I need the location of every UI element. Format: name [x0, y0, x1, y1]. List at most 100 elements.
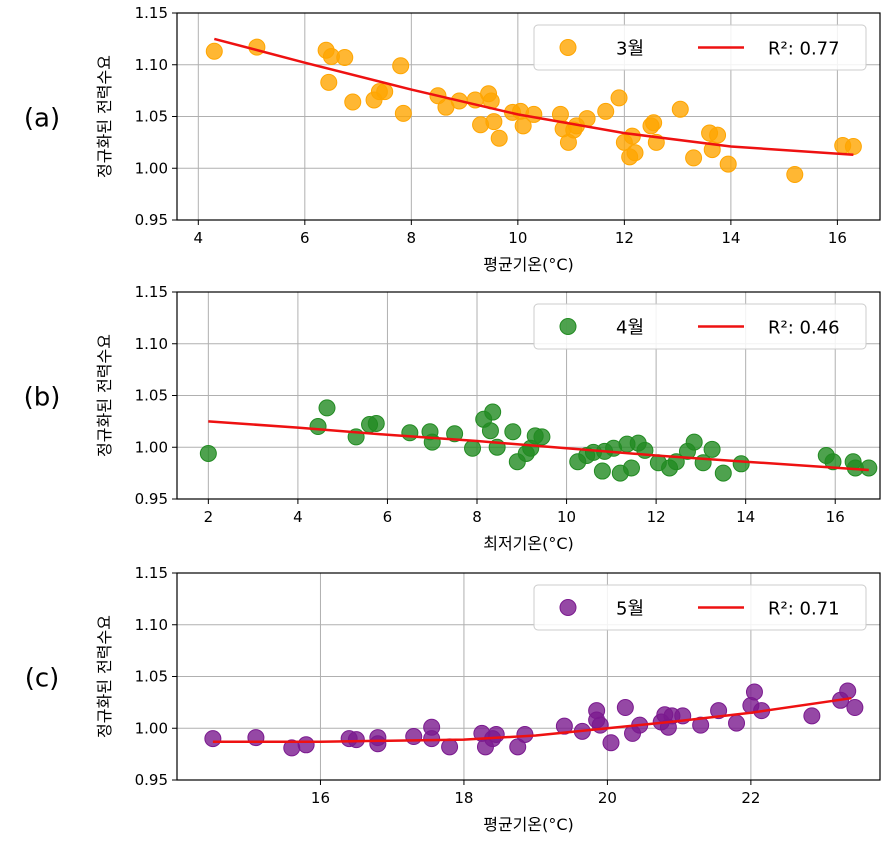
panel-b: 2 4 6 8 10 12 14 16 0.95 1.00 1.05 1.10 1.15 최저기온(°C)… — [24, 283, 881, 553]
fit-line — [213, 37, 854, 157]
data-point — [309, 418, 327, 436]
data-point — [369, 729, 387, 747]
x-tick-label: 20 — [598, 789, 617, 807]
legend-fit-label: R²: 0.71 — [768, 599, 840, 620]
panel-c: 16 18 20 22 0.95 1.00 1.05 1.10 1.15 평균기온(°C) 정규화된… — [25, 564, 881, 834]
data-point — [616, 699, 634, 717]
data-point — [344, 93, 362, 111]
legend-marker — [559, 318, 577, 335]
data-point — [728, 714, 746, 732]
data-point — [367, 414, 385, 432]
y-axis-label: 정규화된 전력수요 — [95, 615, 114, 738]
x-tick-label: 12 — [615, 229, 634, 247]
data-point — [703, 440, 721, 458]
legend-fit-label: R²: 0.46 — [768, 318, 840, 339]
data-point — [623, 127, 641, 145]
data-point — [320, 73, 338, 91]
data-point — [846, 699, 864, 717]
data-point — [405, 728, 423, 746]
x-tick-label: 12 — [647, 508, 666, 526]
data-point — [392, 57, 410, 75]
x-tick-label: 14 — [721, 229, 740, 247]
y-tick-label: 1.05 — [135, 108, 168, 126]
data-point — [441, 738, 459, 756]
legend: 4월 R²: 0.46 — [533, 303, 867, 350]
data-point — [597, 102, 615, 120]
data-point — [578, 110, 596, 128]
data-point — [626, 144, 644, 162]
data-point — [710, 702, 728, 720]
data-point — [593, 462, 611, 480]
data-point — [844, 138, 862, 156]
x-axis-label: 평균기온(°C) — [483, 255, 574, 274]
data-point — [588, 702, 606, 720]
data-point — [446, 425, 464, 443]
data-point — [786, 165, 804, 183]
x-tick-label: 2 — [204, 508, 214, 526]
data-point — [376, 83, 394, 101]
scatter-series — [199, 399, 878, 482]
data-point — [685, 149, 703, 167]
data-point — [481, 422, 499, 440]
y-axis-label: 정규화된 전력수요 — [95, 55, 114, 178]
x-tick-label: 16 — [311, 789, 330, 807]
scatter-series — [205, 38, 862, 183]
x-tick-label: 22 — [741, 789, 760, 807]
x-tick-label: 8 — [472, 508, 482, 526]
legend-series-label: 4월 — [616, 318, 644, 339]
data-point — [247, 729, 265, 747]
data-point — [199, 444, 217, 462]
data-point — [318, 399, 336, 417]
data-point — [824, 453, 842, 471]
y-tick-label: 1.15 — [135, 4, 168, 22]
data-point — [490, 129, 508, 147]
data-point — [671, 100, 689, 118]
data-point — [504, 423, 522, 441]
data-point — [487, 725, 505, 743]
x-tick-label: 4 — [293, 508, 303, 526]
fit-line — [208, 420, 869, 472]
y-tick-label: 1.05 — [135, 387, 168, 405]
y-tick-label: 0.95 — [135, 211, 168, 229]
y-tick-label: 1.00 — [135, 159, 168, 177]
data-point — [745, 683, 763, 701]
legend: 3월 R²: 0.77 — [533, 24, 867, 71]
panel-a: 4 6 8 10 12 14 16 0.95 1.00 1.05 1.10 1.15 평균기온(°C) 정… — [24, 4, 881, 274]
panel-label: (b) — [24, 383, 61, 413]
data-point — [860, 459, 878, 477]
data-point — [464, 439, 482, 457]
legend-series-label: 5월 — [616, 599, 644, 620]
data-point — [533, 428, 551, 446]
x-tick-label: 18 — [454, 789, 473, 807]
y-tick-label: 1.15 — [135, 283, 168, 301]
data-point — [514, 117, 532, 135]
data-point — [622, 459, 640, 477]
y-tick-label: 1.00 — [135, 438, 168, 456]
data-point — [394, 104, 412, 122]
panel-label: (c) — [25, 664, 60, 694]
data-point — [525, 105, 543, 123]
legend: 5월 R²: 0.71 — [533, 584, 867, 631]
y-axis-label: 정규화된 전력수요 — [95, 334, 114, 457]
x-tick-label: 16 — [828, 229, 847, 247]
legend-series-label: 3월 — [616, 39, 644, 60]
data-point — [602, 734, 620, 752]
x-axis-label: 최저기온(°C) — [483, 534, 574, 553]
data-point — [423, 718, 441, 736]
x-tick-label: 6 — [383, 508, 393, 526]
y-tick-label: 1.00 — [135, 719, 168, 737]
x-tick-label: 6 — [300, 229, 310, 247]
data-point — [645, 114, 663, 132]
panel-label: (a) — [24, 104, 60, 134]
data-point — [839, 682, 857, 700]
x-tick-label: 16 — [826, 508, 845, 526]
data-point — [336, 49, 354, 67]
data-point — [610, 89, 628, 107]
data-point — [803, 707, 821, 725]
data-point — [685, 433, 703, 451]
data-point — [204, 730, 222, 748]
data-point — [485, 113, 503, 131]
y-tick-label: 1.05 — [135, 668, 168, 686]
scatter-series — [204, 682, 864, 757]
